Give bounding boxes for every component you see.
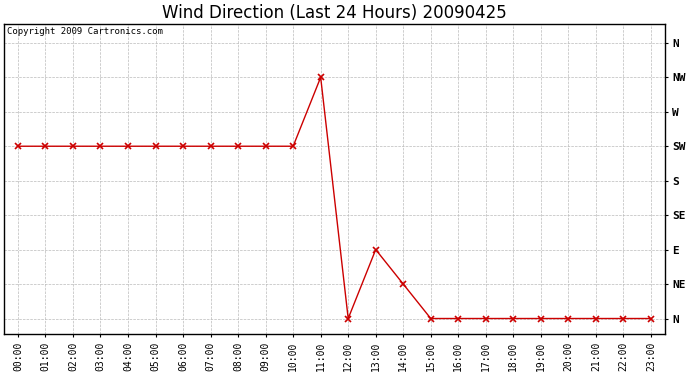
Title: Wind Direction (Last 24 Hours) 20090425: Wind Direction (Last 24 Hours) 20090425 <box>162 4 507 22</box>
Text: Copyright 2009 Cartronics.com: Copyright 2009 Cartronics.com <box>8 27 164 36</box>
